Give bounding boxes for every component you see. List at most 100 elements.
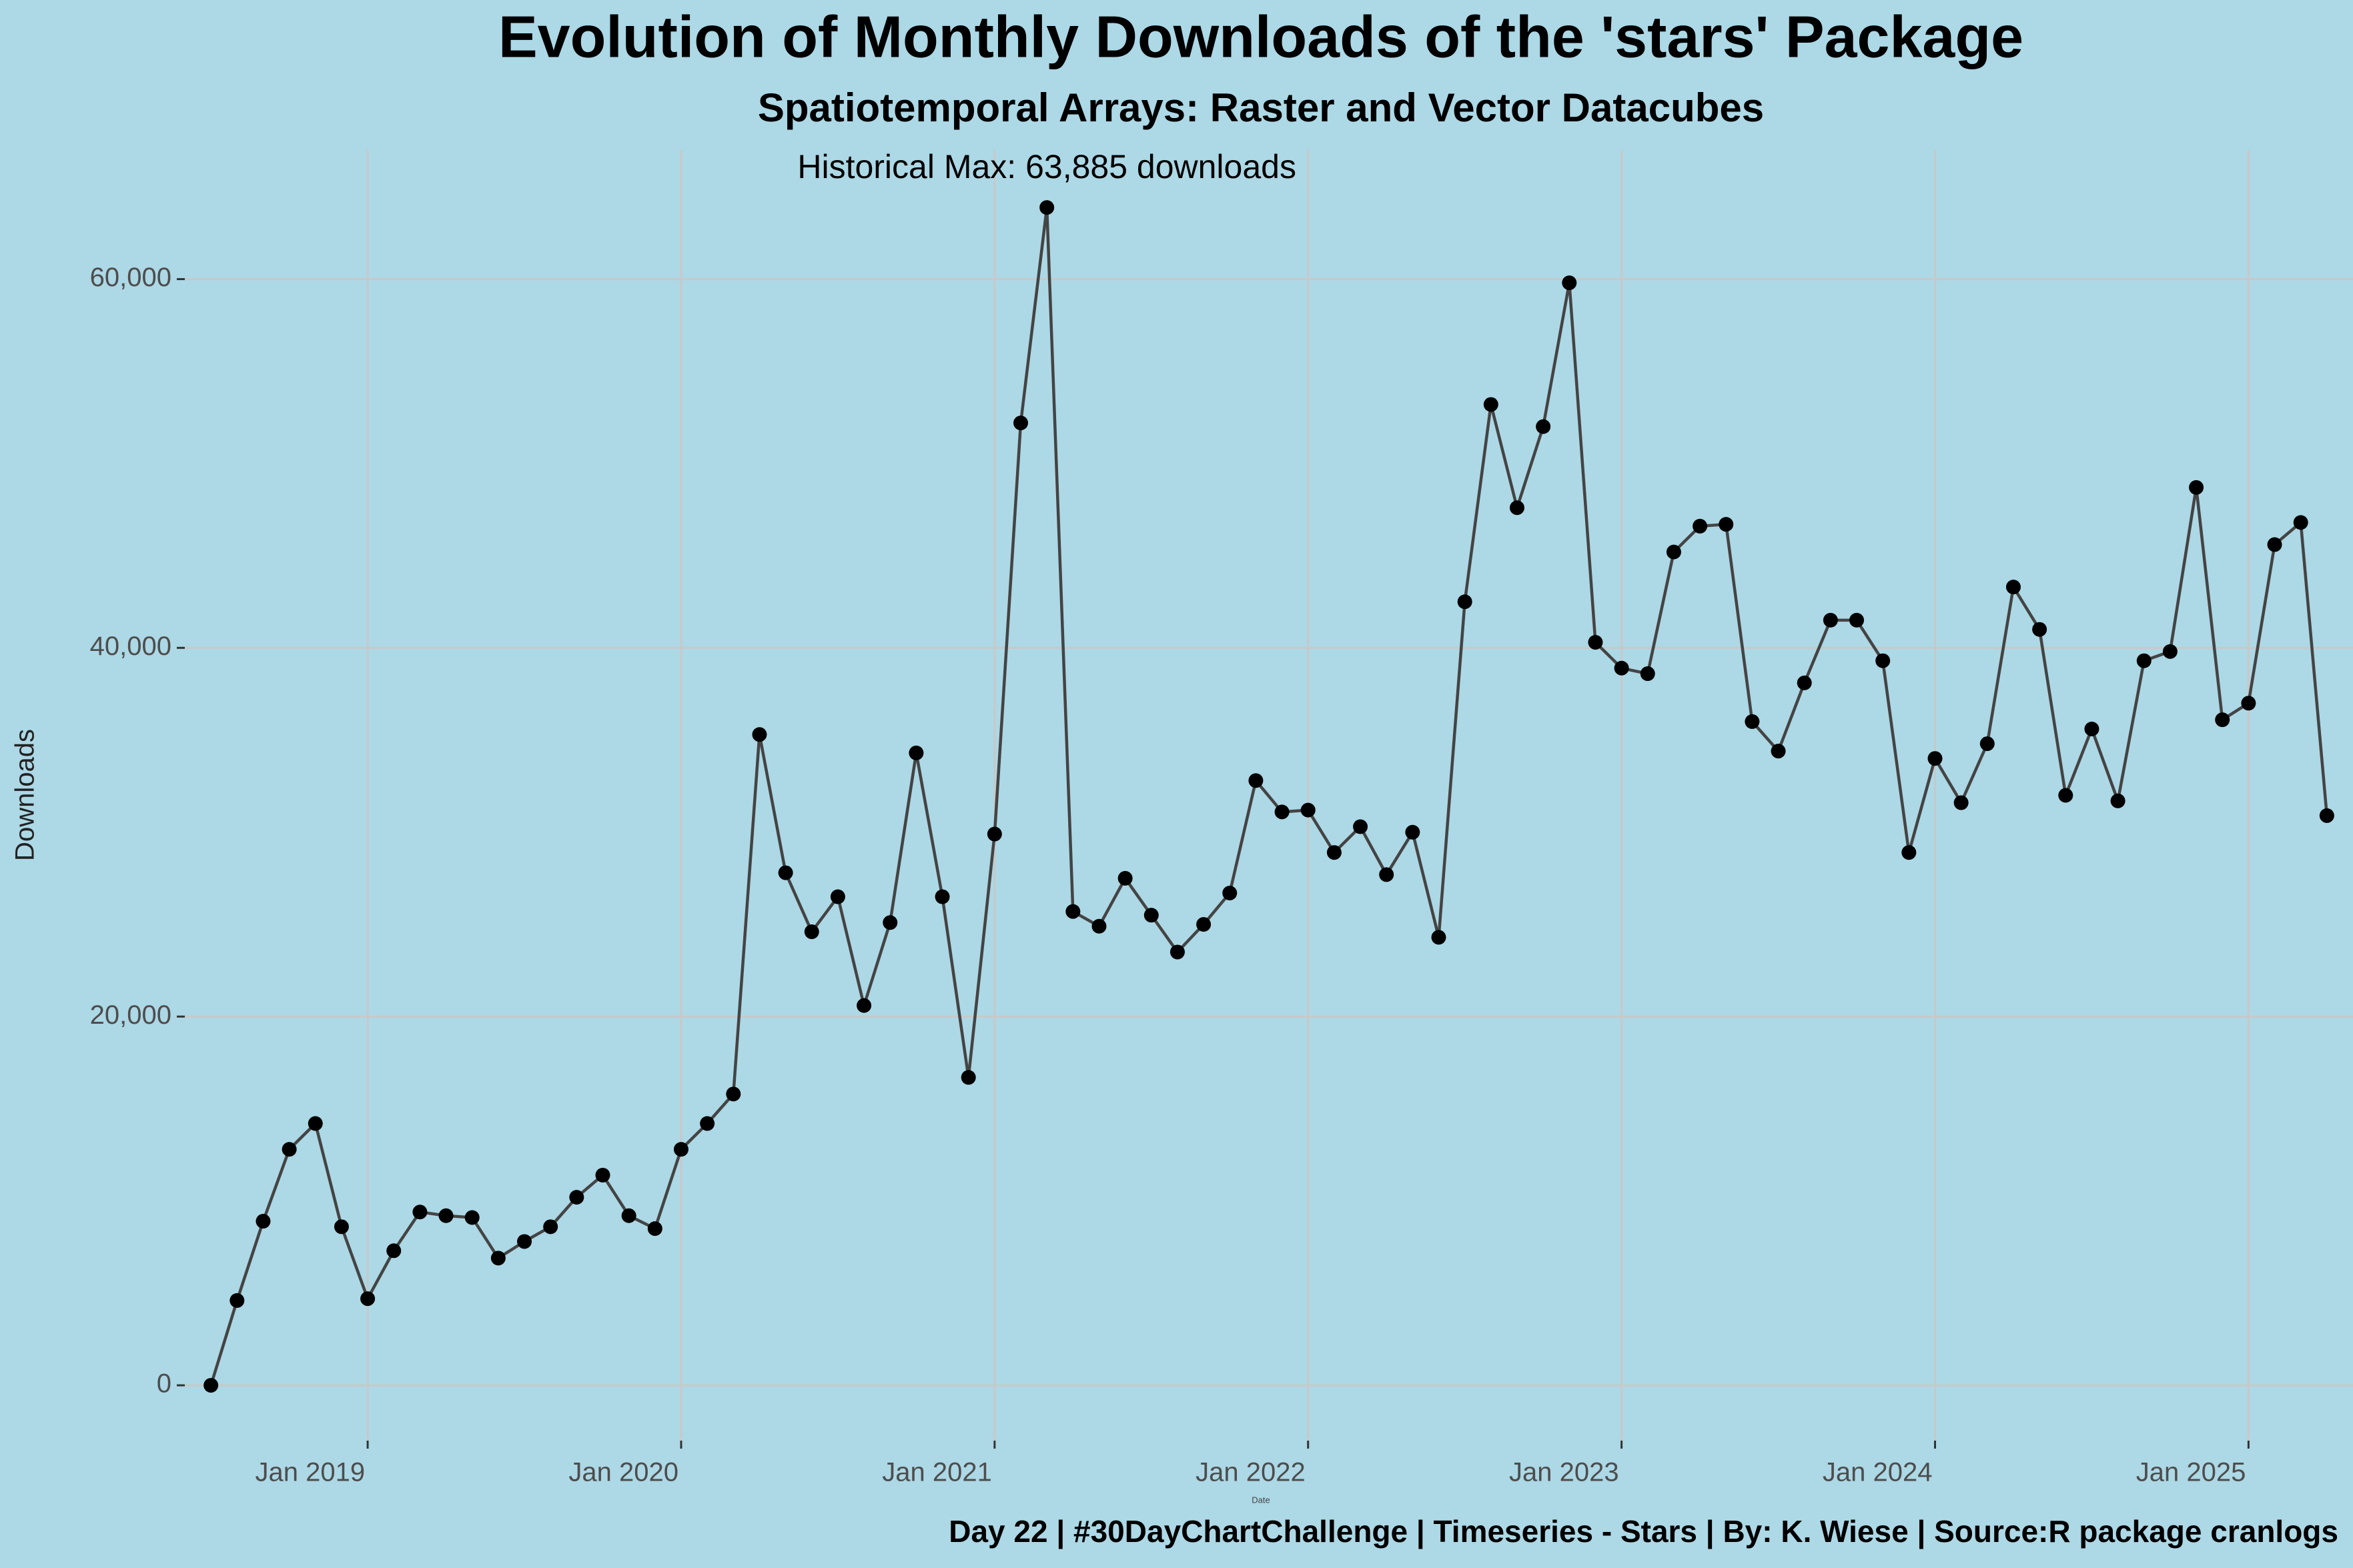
data-point [1405, 824, 1420, 840]
data-point [1431, 930, 1446, 945]
data-point [2005, 580, 2021, 595]
plot [203, 200, 2334, 1393]
data-point [438, 1208, 454, 1223]
x-tick-label: Jan 2020 [568, 1458, 678, 1487]
data-point [1927, 751, 1943, 766]
data-point [961, 1070, 976, 1085]
x-tick-label: Jan 2021 [882, 1458, 992, 1487]
x-tick-label: Jan 2022 [1196, 1458, 1306, 1487]
data-point [1745, 714, 1760, 729]
data-point [726, 1086, 741, 1102]
data-point [2058, 788, 2073, 803]
data-point [1065, 904, 1081, 919]
data-point [778, 865, 793, 880]
data-point [1379, 867, 1394, 882]
data-point [1353, 819, 1368, 834]
data-point [334, 1219, 349, 1235]
data-point [1666, 544, 1681, 560]
data-point [2032, 622, 2047, 637]
data-point [360, 1291, 376, 1307]
data-point [1091, 918, 1107, 934]
data-point [1953, 795, 1969, 810]
data-point [673, 1142, 688, 1157]
data-point [464, 1210, 480, 1225]
data-point [752, 727, 767, 742]
data-point [2293, 515, 2308, 530]
grid [185, 150, 2353, 1441]
data-point [1300, 802, 1316, 818]
data-point [1562, 275, 1577, 291]
annotation: Historical Max: 63,885 downloads [797, 148, 1296, 185]
data-point [1536, 419, 1551, 434]
data-point [647, 1221, 662, 1237]
data-point [1483, 397, 1498, 412]
data-point [1693, 518, 1708, 534]
data-point [490, 1251, 506, 1266]
data-point [282, 1142, 297, 1157]
data-point [804, 924, 819, 940]
data-point [987, 826, 1002, 842]
y-axis-title: Downloads [11, 729, 40, 861]
data-point [543, 1219, 558, 1235]
y-tick-label: 40,000 [90, 632, 171, 661]
data-point [1013, 416, 1029, 431]
data-point [621, 1208, 636, 1223]
data-point [935, 889, 950, 904]
data-point [1117, 870, 1133, 886]
data-point [1039, 200, 1055, 215]
data-point [386, 1243, 402, 1259]
caption: Day 22 | #30DayChartChallenge | Timeseri… [949, 1514, 2338, 1549]
data-point [1614, 660, 1629, 676]
y-tick-label: 0 [157, 1369, 171, 1399]
data-point [857, 998, 872, 1013]
data-point [2162, 644, 2178, 659]
data-point [1248, 773, 1264, 788]
data-point [830, 889, 845, 904]
data-point [1640, 666, 1655, 682]
data-point [229, 1293, 245, 1308]
data-point [1719, 517, 1734, 532]
data-point [2136, 653, 2152, 668]
data-point [1457, 594, 1472, 610]
data-point [1143, 908, 1159, 923]
data-point [412, 1205, 428, 1220]
data-point [1797, 675, 1812, 690]
data-point [308, 1116, 323, 1131]
x-tick-label: Jan 2023 [1509, 1458, 1619, 1487]
data-point [1222, 886, 1238, 901]
data-point [1849, 612, 1865, 628]
data-point [256, 1214, 271, 1229]
data-point [1823, 612, 1838, 628]
data-point [1588, 635, 1603, 650]
data-point [1196, 917, 1212, 932]
data-point [2267, 537, 2282, 552]
y-tick-label: 60,000 [90, 263, 171, 292]
x-tick-label: Jan 2019 [256, 1458, 366, 1487]
data-point [1274, 804, 1290, 820]
data-point [2241, 696, 2256, 711]
x-tick-label: Jan 2024 [1823, 1458, 1933, 1487]
data-point [2110, 793, 2126, 808]
series-line [209, 207, 2329, 1386]
x-axis-title: Date [1252, 1495, 1270, 1505]
chart-subtitle: Spatiotemporal Arrays: Raster and Vector… [758, 85, 1764, 130]
data-point [1771, 744, 1786, 759]
data-point [2084, 721, 2099, 736]
data-point [700, 1116, 715, 1131]
data-point [2319, 808, 2334, 823]
chart-title: Evolution of Monthly Downloads of the 's… [498, 3, 2023, 69]
data-point [909, 745, 924, 760]
data-point [517, 1234, 532, 1249]
data-point [883, 915, 898, 930]
x-tick-label: Jan 2025 [2136, 1458, 2246, 1487]
data-point [1901, 845, 1917, 860]
data-point [1169, 944, 1185, 960]
data-point [203, 1378, 219, 1393]
data-point [595, 1167, 610, 1183]
data-point [2189, 480, 2204, 495]
data-point [569, 1190, 584, 1205]
data-point [1509, 500, 1524, 516]
data-point [2215, 712, 2230, 728]
